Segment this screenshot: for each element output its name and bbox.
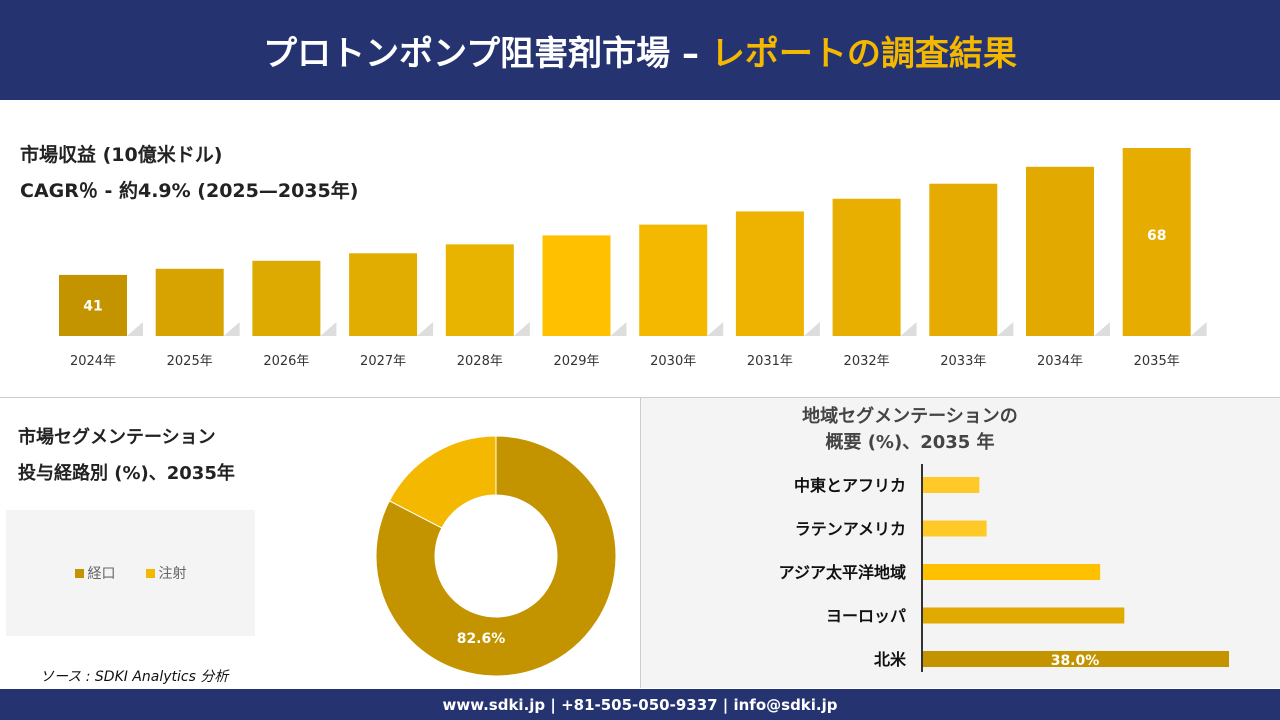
donut-slice bbox=[388, 435, 497, 529]
y-tick-label: ヨーロッパ bbox=[826, 607, 906, 626]
bar-shadow bbox=[320, 322, 337, 336]
x-tick-label: 2034年 bbox=[1037, 354, 1083, 369]
data-label: 68 bbox=[1147, 228, 1166, 244]
bar-shadow bbox=[223, 322, 240, 336]
donut-slice bbox=[375, 435, 617, 677]
region-bar bbox=[923, 520, 987, 537]
bar-shadow bbox=[997, 322, 1014, 336]
donut-legend: 経口 注射 bbox=[6, 510, 255, 636]
region-bar bbox=[923, 651, 1229, 667]
revenue-bar bbox=[349, 253, 418, 336]
footer-contact: www.sdki.jp | +81-505-050-9337 | info@sd… bbox=[0, 689, 1280, 720]
donut-data-label: 82.6% bbox=[457, 631, 506, 647]
region-bar bbox=[923, 607, 1125, 624]
header-title: プロトンポンプ阻害剤市場 – bbox=[263, 33, 699, 74]
route-donut-chart: 82.6% bbox=[375, 435, 617, 677]
revenue-title: 市場収益 (10億米ドル) bbox=[20, 144, 223, 166]
y-tick-label: アジア太平洋地域 bbox=[779, 563, 906, 582]
bar-shadow bbox=[707, 322, 724, 336]
bar-shadow bbox=[1190, 322, 1207, 336]
x-tick-label: 2030年 bbox=[650, 354, 696, 369]
revenue-bar bbox=[1122, 148, 1191, 336]
x-tick-label: 2033年 bbox=[940, 354, 986, 369]
x-tick-label: 2032年 bbox=[844, 354, 890, 369]
x-tick-label: 2027年 bbox=[360, 354, 406, 369]
revenue-bar bbox=[735, 211, 804, 336]
revenue-bar bbox=[832, 198, 901, 336]
bar-shadow bbox=[610, 322, 627, 336]
revenue-bar bbox=[542, 235, 611, 336]
x-tick-label: 2028年 bbox=[457, 354, 503, 369]
revenue-bar bbox=[1026, 166, 1094, 336]
x-tick-label: 2035年 bbox=[1134, 354, 1180, 369]
revenue-bar-chart: 2024年 41 2025年 2026年 2027年 2028年 2029年 2030年 203… bbox=[59, 148, 1207, 369]
y-tick-label: ラテンアメリカ bbox=[795, 520, 906, 539]
region-bar bbox=[923, 477, 980, 493]
bar-shadow bbox=[900, 322, 917, 336]
y-tick-label: 中東とアフリカ bbox=[794, 476, 906, 495]
header-banner: プロトンポンプ阻害剤市場 – レポートの調査結果 bbox=[0, 0, 1280, 100]
x-tick-label: 2025年 bbox=[167, 354, 213, 369]
source-note: ソース : SDKI Analytics 分析 bbox=[40, 669, 229, 685]
legend-item-injection: 注射 bbox=[145, 563, 187, 583]
x-tick-label: 2024年 bbox=[70, 354, 116, 369]
segment-title: 市場セグメンテーション bbox=[18, 427, 216, 448]
revenue-bar bbox=[929, 183, 998, 336]
bar-shadow bbox=[803, 322, 820, 336]
legend-item-oral: 経口 bbox=[74, 563, 116, 583]
y-tick-label: 北米 bbox=[874, 650, 907, 669]
bar-shadow bbox=[1094, 322, 1110, 336]
data-label: 38.0% bbox=[1051, 653, 1100, 669]
header-title-accent: レポートの調査結果 bbox=[710, 33, 1017, 74]
divider bbox=[0, 397, 1280, 398]
x-tick-label: 2031年 bbox=[747, 354, 793, 369]
cagr-text: CAGR％ - 約4.9% (2025—2035年) bbox=[20, 180, 359, 202]
revenue-bar bbox=[445, 244, 514, 336]
region-title: 地域セグメンテーションの 概要 (%)、2035 年 bbox=[802, 406, 1018, 453]
revenue-bar bbox=[155, 268, 224, 336]
region-panel bbox=[640, 398, 1280, 688]
segment-subtitle: 投与経路別 (%)、2035年 bbox=[18, 463, 235, 484]
x-tick-label: 2026年 bbox=[263, 354, 309, 369]
revenue-bar bbox=[252, 260, 321, 336]
x-tick-label: 2029年 bbox=[553, 354, 599, 369]
bar-shadow bbox=[417, 322, 434, 336]
region-bar bbox=[923, 564, 1101, 580]
data-label: 41 bbox=[83, 298, 102, 314]
bar-shadow bbox=[513, 322, 530, 336]
revenue-bar bbox=[59, 274, 127, 336]
bar-shadow bbox=[127, 322, 143, 336]
revenue-bar bbox=[639, 224, 708, 336]
